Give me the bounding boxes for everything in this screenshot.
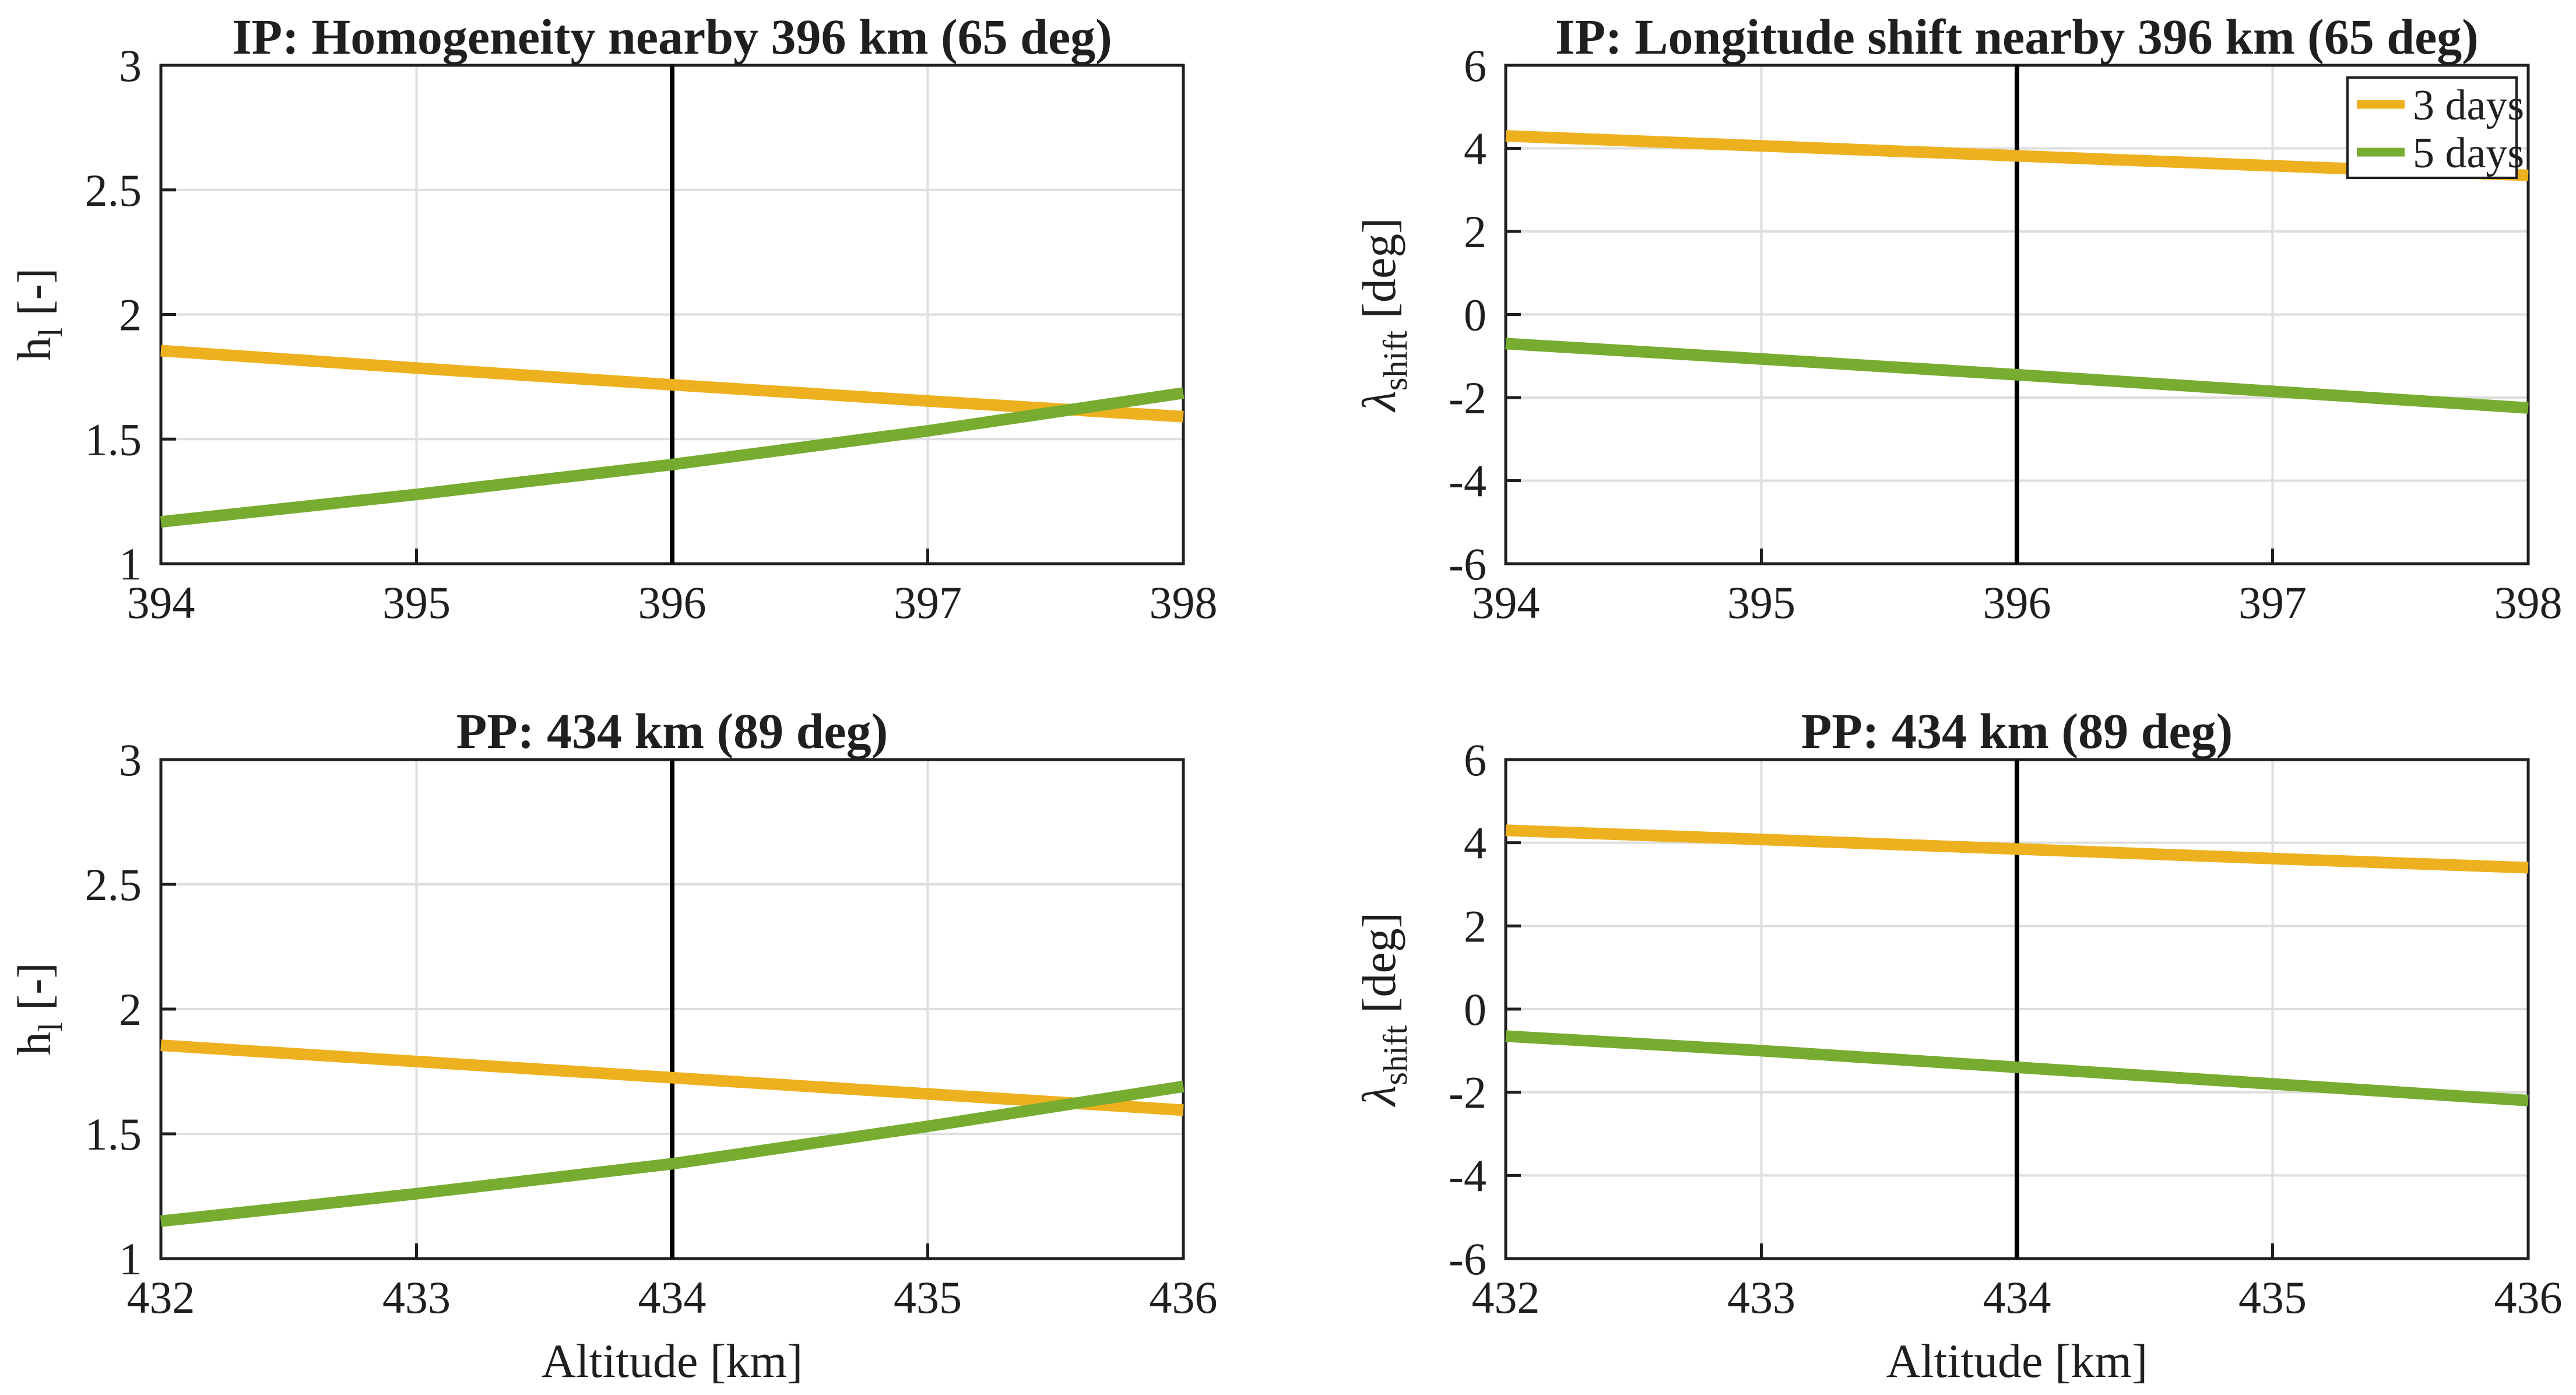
x-tick-label: 433 [382, 1272, 451, 1323]
series-line-5-days [1505, 338, 2529, 414]
y-axis-label: λshift [deg] [1352, 217, 1414, 412]
series-line-3-days [160, 1039, 1184, 1116]
x-axis-label: Altitude [km] [542, 1334, 803, 1387]
series-line-5-days [160, 1080, 1185, 1227]
y-tick-label: 2 [119, 984, 142, 1035]
x-tick-label: 398 [1150, 577, 1218, 628]
y-tick-label: 0 [1464, 984, 1486, 1035]
y-axis-label: λshift [deg] [1352, 912, 1414, 1107]
y-tick-label: 3 [119, 40, 142, 91]
x-tick-label: 394 [1472, 577, 1540, 628]
y-axis-label: hl [-] [8, 268, 69, 361]
x-tick-label: 396 [1983, 577, 2051, 628]
x-tick-label: 436 [2494, 1272, 2563, 1323]
chart-title: IP: Homogeneity nearby 396 km (65 deg) [232, 9, 1112, 65]
y-tick-label: 1 [119, 1234, 142, 1284]
x-tick-label: 433 [1727, 1272, 1795, 1323]
y-tick-label: 1.5 [85, 1109, 142, 1159]
y-tick-label: 4 [1464, 818, 1486, 869]
y-tick-label: 0 [1464, 290, 1486, 340]
series-line-5-days [1505, 1030, 2529, 1106]
y-tick-label: 6 [1464, 40, 1486, 91]
x-tick-label: 396 [638, 577, 707, 628]
x-tick-label: 432 [127, 1272, 195, 1323]
chart-title: IP: Longitude shift nearby 396 km (65 de… [1555, 9, 2479, 65]
series-line-3-days [1505, 824, 2529, 874]
y-tick-label: -4 [1449, 1150, 1486, 1201]
legend-box [2346, 76, 2518, 179]
y-tick-label: -4 [1449, 456, 1486, 507]
y-tick-label: 2.5 [85, 859, 142, 910]
x-tick-label: 434 [638, 1272, 707, 1323]
y-tick-label: 2 [119, 290, 142, 340]
x-tick-label: 436 [1150, 1272, 1218, 1323]
x-tick-label: 394 [127, 577, 195, 628]
y-tick-label: 3 [119, 735, 142, 785]
y-tick-label: 1.5 [85, 414, 142, 465]
y-tick-label: 2 [1464, 901, 1486, 951]
y-tick-label: -2 [1449, 373, 1486, 423]
y-tick-label: 4 [1464, 124, 1486, 174]
y-tick-label: -6 [1449, 1234, 1486, 1284]
series-line-3-days [160, 345, 1184, 423]
x-tick-label: 435 [2238, 1272, 2307, 1323]
y-tick-label: 2 [1464, 206, 1486, 257]
y-tick-label: 1 [119, 539, 142, 589]
chart-title: PP: 434 km (89 deg) [1801, 703, 2233, 759]
x-tick-label: 395 [1727, 577, 1795, 628]
x-tick-label: 397 [894, 577, 962, 628]
legend-label: 3 days [2413, 82, 2524, 129]
x-tick-label: 398 [2494, 577, 2563, 628]
y-tick-label: 6 [1464, 735, 1486, 785]
y-tick-label: 2.5 [85, 165, 142, 216]
x-axis-label: Altitude [km] [1886, 1334, 2148, 1387]
y-axis-label: hl [-] [8, 962, 69, 1056]
x-tick-label: 395 [382, 577, 451, 628]
series-line-5-days [160, 387, 1185, 528]
x-tick-label: 397 [2238, 577, 2307, 628]
legend-label: 5 days [2413, 129, 2524, 177]
x-tick-label: 434 [1983, 1272, 2051, 1323]
x-tick-label: 432 [1472, 1272, 1540, 1323]
x-tick-label: 435 [894, 1272, 962, 1323]
chart-title: PP: 434 km (89 deg) [456, 703, 888, 759]
y-tick-label: -2 [1449, 1067, 1486, 1118]
y-tick-label: -6 [1449, 539, 1486, 589]
